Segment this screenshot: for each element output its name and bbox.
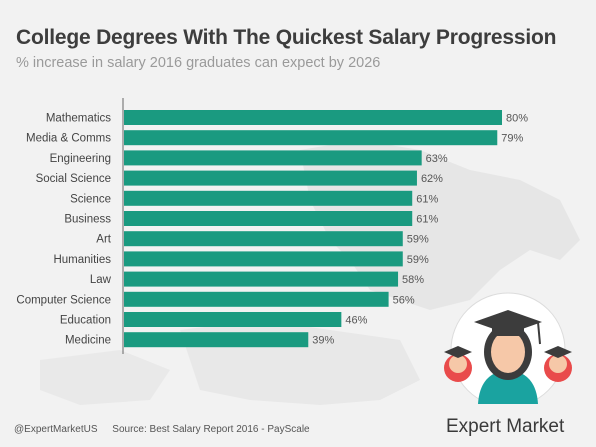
value-label: 58% [402,274,424,286]
category-label: Science [70,193,111,205]
category-label: Art [96,234,112,246]
bar [124,231,403,247]
category-label: Education [60,315,111,327]
value-label: 80% [506,113,528,125]
graduates-badge-icon [444,292,572,404]
value-label: 39% [312,335,334,347]
value-label: 62% [421,173,443,185]
category-label: Engineering [50,153,111,165]
value-label: 59% [407,234,429,246]
bar [124,170,417,186]
value-label: 61% [416,214,438,226]
category-label: Humanities [53,254,111,266]
brand-logo: Expert Market [446,416,565,437]
category-label: Mathematics [46,113,111,125]
chart-title: College Degrees With The Quickest Salary… [16,26,557,49]
value-label: 59% [407,254,429,266]
footer-handle: @ExpertMarketUS [14,424,98,435]
footer-source: Source: Best Salary Report 2016 - PaySca… [112,424,310,435]
category-label: Medicine [65,335,111,347]
category-label: Law [90,274,112,286]
bar [124,190,413,206]
value-label: 63% [426,153,448,165]
value-label: 56% [393,294,415,306]
bar [124,271,399,287]
bar [124,150,422,166]
footer-credits: @ExpertMarketUS Source: Best Salary Repo… [14,424,310,435]
bar [124,291,389,307]
category-label: Media & Comms [26,133,111,145]
bar [124,332,309,348]
chart-subtitle: % increase in salary 2016 graduates can … [16,55,381,71]
bar [124,251,403,267]
value-label: 46% [345,315,367,327]
bar [124,211,413,226]
value-label: 61% [416,193,438,205]
bar [124,312,342,327]
category-label: Computer Science [16,294,111,306]
bar [124,110,502,125]
value-label: 79% [501,133,523,145]
category-label: Business [64,214,111,226]
category-label: Social Science [36,173,111,185]
bar [124,130,498,146]
